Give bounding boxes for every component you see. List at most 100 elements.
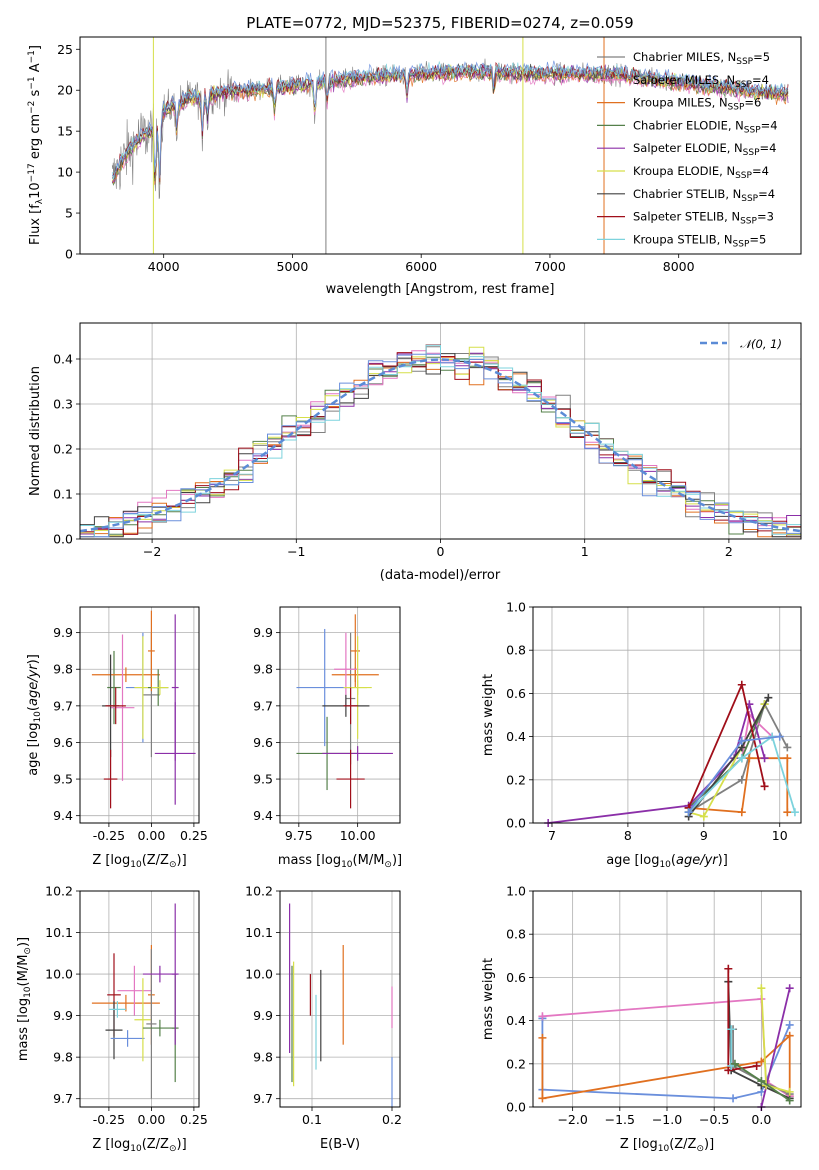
residual-x-tick: 0 <box>437 544 445 559</box>
weight_vs_Z-series-4 <box>727 981 791 1100</box>
residual-panel: −2 −1 0 1 2 0.0 0.1 0.2 0.3 0.4 (data-model)/error… <box>28 322 802 583</box>
weight_vs_Z-marker-7-0 <box>757 984 766 993</box>
mass_vs_EBV-panel: 0.1 0.2 9.7 9.8 9.9 10.0 10.1 10.2 E(B-V) <box>245 884 402 1153</box>
mass_vs_EBV-x-tick: 0.1 <box>302 1112 322 1127</box>
weight_vs_age-marker-2-1 <box>737 808 746 817</box>
weight_vs_age-marker-2-2 <box>745 754 754 763</box>
age_vs_mass-x-tick: 9.75 <box>285 828 313 843</box>
residual-y-tick: 0.2 <box>53 442 73 457</box>
weight_vs_age-marker-5-1 <box>699 812 708 821</box>
weight_vs_age-marker-7-1 <box>737 680 746 689</box>
legend-entry-2: Kroupa MILES, NSSP=6 <box>633 96 761 113</box>
residual-y-tick: 0.3 <box>53 397 73 412</box>
age_vs_Z-y-tick: 9.5 <box>53 772 73 787</box>
weight_vs_Z-marker-1-1 <box>538 1094 547 1103</box>
weight_vs_age-marker-9-0 <box>684 808 693 817</box>
weight_vs_Z-y-tick: 1.0 <box>506 884 526 899</box>
age_vs_Z-y-tick: 9.9 <box>53 625 73 640</box>
spectrum-panel: PLATE=0772, MJD=52375, FIBERID=0274, z=0… <box>27 14 802 297</box>
weight_vs_age-marker-2-4 <box>783 808 792 817</box>
age_vs_mass-panel: 9.75 10.00 9.4 9.5 9.6 9.7 9.8 9.9 mass [log10(M… <box>253 606 402 870</box>
weight_vs_age-marker-6-2 <box>764 693 773 702</box>
weight_vs_age-marker-9-2 <box>775 732 784 741</box>
weight_vs_age-y-tick: 0.4 <box>506 729 526 744</box>
mass_vs_Z-y-tick: 9.9 <box>53 1008 73 1023</box>
weight_vs_Z-marker-1-2 <box>757 1057 766 1066</box>
weight_vs_Z-series-9 <box>734 1063 791 1102</box>
model-spectrum-8 <box>111 60 789 180</box>
spectrum-y-tick: 15 <box>57 124 73 139</box>
mass_vs_Z-panel: -0.25 0.00 0.25 9.7 9.8 9.9 10.0 10.1 10.2 Z [log… <box>16 884 208 1155</box>
weight_vs_age-marker-9-1 <box>737 736 746 745</box>
residual-x-tick: 2 <box>725 544 733 559</box>
weight_vs_Z-marker-7-2 <box>785 1087 794 1096</box>
figure-title: PLATE=0772, MJD=52375, FIBERID=0274, z=0… <box>246 14 633 32</box>
residual-x-tick: 1 <box>581 544 589 559</box>
weight_vs_age-x-tick: 8 <box>624 828 632 843</box>
weight_vs_Z-x-label: Z [log10(Z/Z⊙)] <box>620 1137 714 1154</box>
age_vs_Z-x-tick: -0.25 <box>93 828 125 843</box>
age_vs_Z-y-tick: 9.4 <box>53 808 73 823</box>
weight_vs_Z-y-tick: 0.8 <box>506 927 526 942</box>
mass_vs_EBV-axes <box>279 890 401 1108</box>
spectrum-y-tick: 10 <box>57 165 73 180</box>
weight_vs_Z-x-tick: −1.0 <box>652 1112 682 1127</box>
mass_vs_EBV-y-tick: 9.9 <box>253 1008 273 1023</box>
age_vs_Z-y-label: age [log10(age/yr)] <box>26 654 43 776</box>
weight_vs_age-y-tick: 0.8 <box>506 643 526 658</box>
weight_vs_age-y-tick: 0.0 <box>506 816 526 831</box>
weight_vs_Z-marker-8-0 <box>727 1025 736 1034</box>
weight_vs_Z-marker-1-0 <box>538 1033 547 1042</box>
weight_vs_Z-marker-0-2 <box>729 1094 738 1103</box>
age_vs_Z-panel: -0.25 0.00 0.25 9.4 9.5 9.6 9.7 9.8 9.9 Z [log10(… <box>26 606 208 870</box>
weight_vs_Z-marker-9-0 <box>730 1059 739 1068</box>
age_vs_mass-y-tick: 9.9 <box>253 625 273 640</box>
residual-x-label: (data-model)/error <box>380 568 501 583</box>
age_vs_Z-y-tick: 9.7 <box>53 698 73 713</box>
weight_vs_Z-marker-5-0 <box>724 964 733 973</box>
age_vs_Z-axes <box>79 606 200 824</box>
age_vs_Z-x-tick: 0.25 <box>180 828 208 843</box>
normal-curve <box>79 358 802 533</box>
spectrum-x-label: wavelength [Angstrom, rest frame] <box>326 282 555 297</box>
mass_vs_Z-x-tick: 0.25 <box>180 1112 208 1127</box>
weight_vs_Z-y-tick: 0.6 <box>506 970 526 985</box>
mass_vs_Z-y-tick: 9.8 <box>53 1050 73 1065</box>
weight_vs_age-y-label: mass weight <box>481 674 496 756</box>
legend-entry-0: Chabrier MILES, NSSP=5 <box>633 50 770 67</box>
residual-x-tick: −1 <box>287 544 305 559</box>
mass_vs_Z-y-tick: 10.2 <box>45 884 73 899</box>
weight_vs_Z-series-0 <box>541 1018 791 1100</box>
weight_vs_age-series-8 <box>687 735 796 813</box>
weight_vs_Z-x-tick: −2.0 <box>557 1112 587 1127</box>
weight_vs_age-y-tick: 0.6 <box>506 686 526 701</box>
weight_vs_Z-marker-6-1 <box>785 984 794 993</box>
weight_vs_Z-x-tick: −1.5 <box>605 1112 635 1127</box>
weight_vs_Z-y-label: mass weight <box>481 958 496 1040</box>
mass_vs_EBV-y-tick: 9.8 <box>253 1050 273 1065</box>
age_vs_mass-y-tick: 9.7 <box>253 698 273 713</box>
spectrum-y-label: Flux [fλ10−17 erg cm−2 s−1 A−1] <box>27 45 45 245</box>
weight_vs_Z-y-tick: 0.4 <box>506 1013 526 1028</box>
weight_vs_age-marker-0-1 <box>737 775 746 784</box>
weight_vs_Z-marker-5-2 <box>752 1061 761 1070</box>
mass_vs_Z-x-tick: 0.00 <box>137 1112 165 1127</box>
residual-y-tick: 0.0 <box>53 532 73 547</box>
spectrum-y-tick: 25 <box>57 42 73 57</box>
weight_vs_age-marker-2-3 <box>783 754 792 763</box>
age_vs_mass-x-label: mass [log10(M/M⊙)] <box>278 853 402 870</box>
weight_vs_Z-marker-9-1 <box>757 1077 766 1086</box>
legend-entry-8: Kroupa STELIB, NSSP=5 <box>633 232 766 249</box>
spectrum-x-tick: 6000 <box>405 259 437 274</box>
legend-entry-5: Kroupa ELODIE, NSSP=4 <box>633 164 769 181</box>
model-spectrum-9 <box>112 60 789 179</box>
mass_vs_EBV-y-tick: 10.1 <box>245 925 273 940</box>
mass_vs_Z-x-label: Z [log10(Z/Z⊙)] <box>92 1137 186 1154</box>
age_vs_mass-x-tick: 10.00 <box>340 828 376 843</box>
age_vs_Z-y-tick: 9.6 <box>53 735 73 750</box>
legend-entry-4: Salpeter ELODIE, NSSP=4 <box>633 141 776 158</box>
weight_vs_age-marker-8-1 <box>737 754 746 763</box>
spectrum-axes <box>79 36 802 255</box>
weight_vs_Z-marker-1-3 <box>785 1031 794 1040</box>
